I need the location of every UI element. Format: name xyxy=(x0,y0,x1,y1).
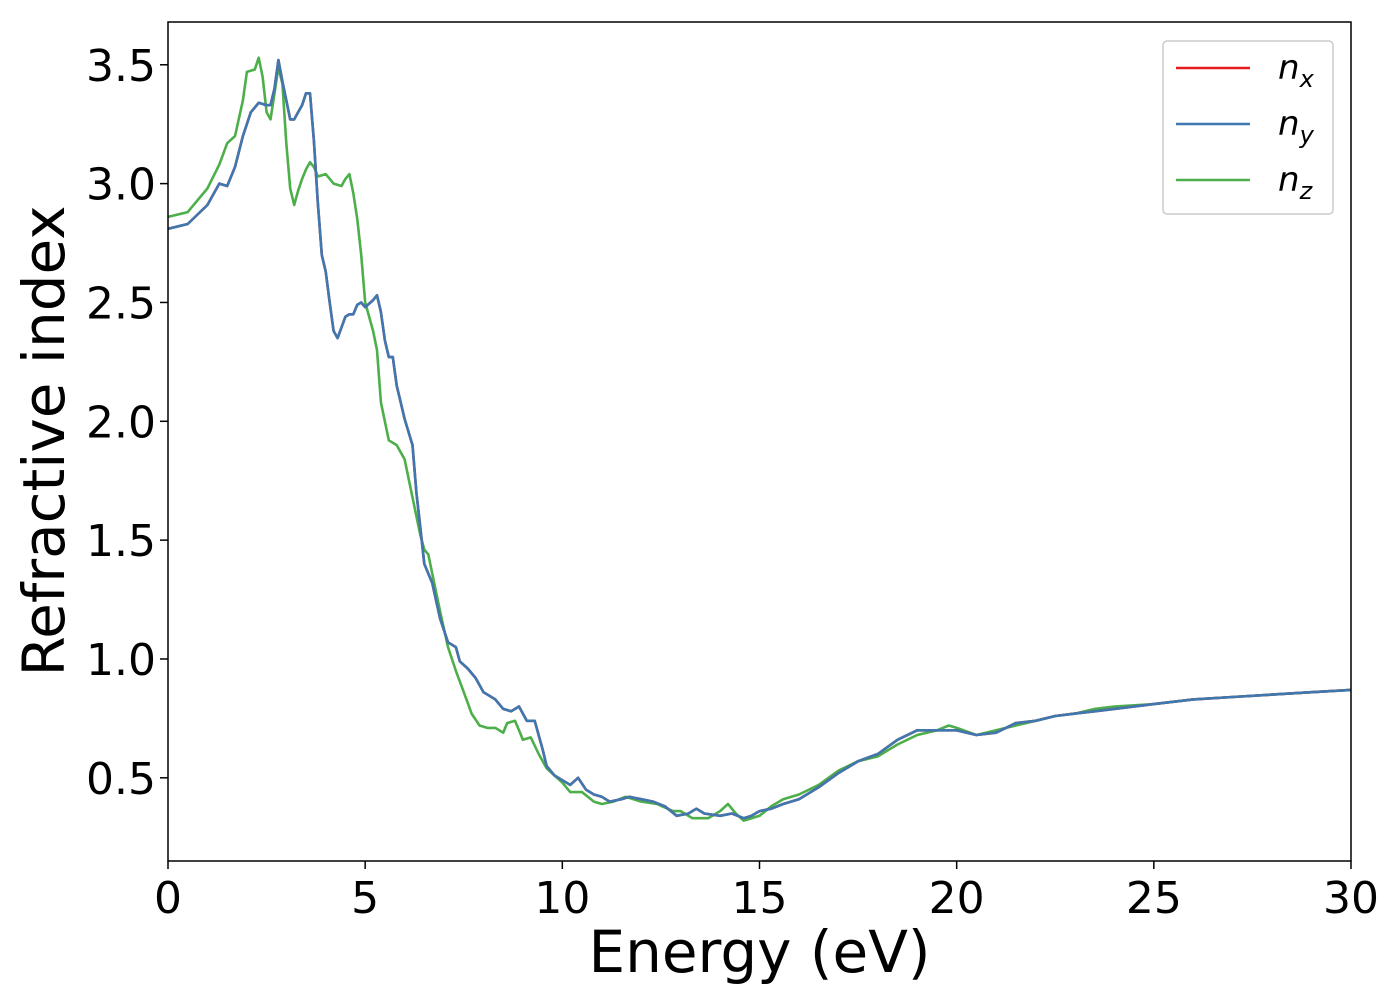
y-tick-label: 1.0 xyxy=(86,635,156,686)
x-tick-label: 10 xyxy=(534,873,590,924)
legend-label-nx: nx xyxy=(1278,48,1315,93)
x-tick-label: 20 xyxy=(929,873,985,924)
y-axis-title: Refractive index xyxy=(10,205,78,676)
y-tick-label: 0.5 xyxy=(86,754,156,805)
series-layer xyxy=(167,56,1352,822)
x-tick-label: 15 xyxy=(732,873,788,924)
legend: nx ny nz xyxy=(1162,40,1334,215)
y-tick-label: 3.0 xyxy=(86,160,156,211)
series-line-n-z xyxy=(167,56,1352,822)
y-tick-label: 3.5 xyxy=(86,41,156,92)
x-tick-label: 5 xyxy=(351,873,379,924)
y-tick-label: 2.0 xyxy=(86,397,156,448)
x-axis-title: Energy (eV) xyxy=(588,918,930,986)
series-line-n-y xyxy=(167,58,1352,820)
y-axis-ticks: 0.5 1.0 1.5 2.0 2.5 3.0 3.5 xyxy=(86,41,168,805)
y-tick-label: 1.5 xyxy=(86,516,156,567)
y-tick-label: 2.5 xyxy=(86,278,156,329)
x-tick-label: 25 xyxy=(1126,873,1182,924)
x-tick-label: 0 xyxy=(154,873,182,924)
legend-label-nz: nz xyxy=(1278,160,1314,205)
legend-label-ny: ny xyxy=(1278,104,1315,149)
x-axis-ticks: 0 5 10 15 20 25 30 xyxy=(154,861,1379,924)
legend-entries: nx ny nz xyxy=(1176,48,1315,205)
legend-frame xyxy=(1162,40,1334,215)
x-tick-label: 30 xyxy=(1323,873,1379,924)
